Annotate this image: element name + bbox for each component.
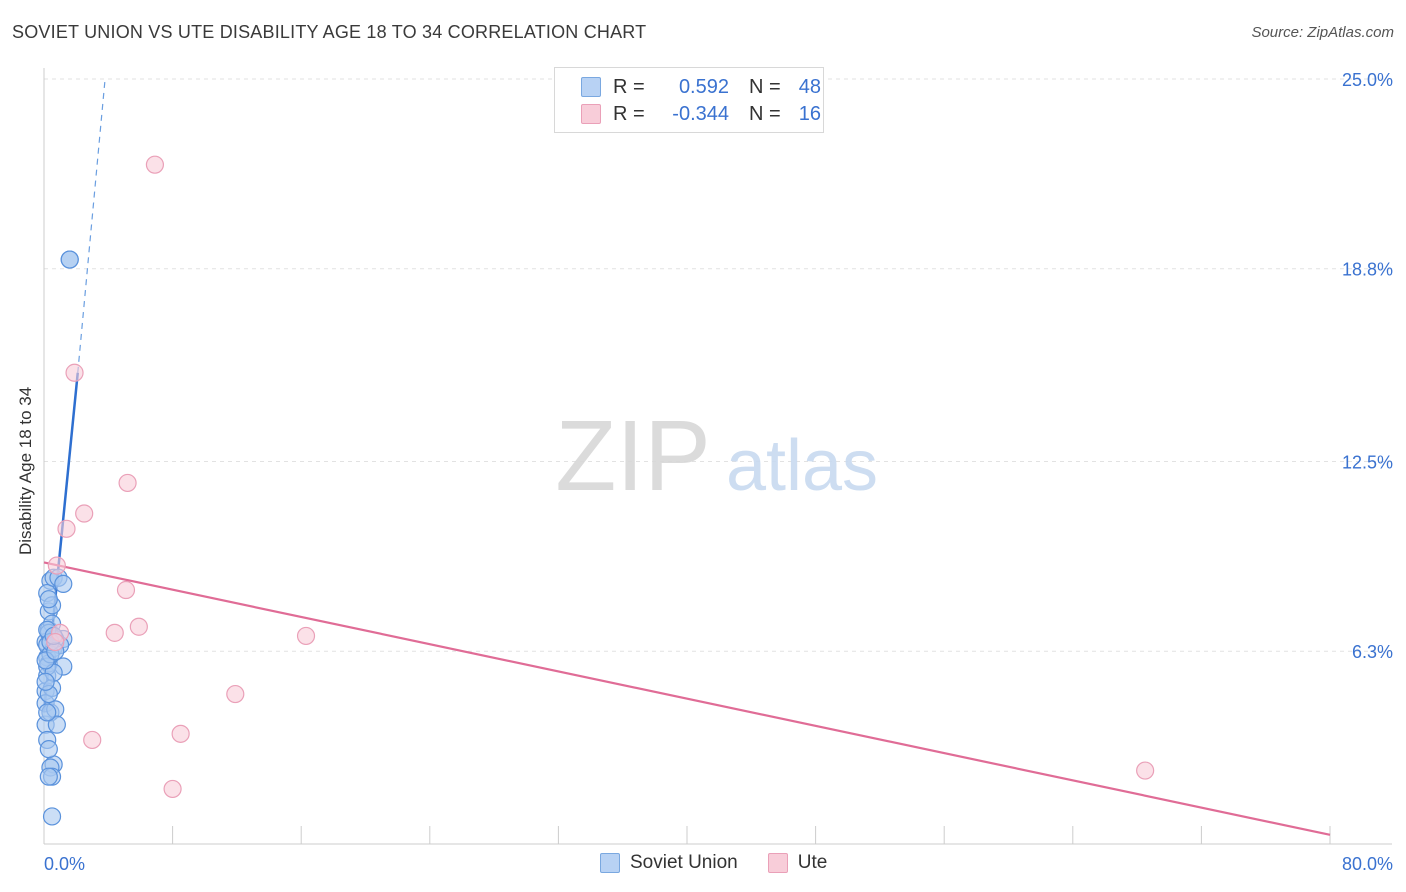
data-point-ute — [129, 617, 148, 636]
watermark-zip: ZIP — [555, 400, 711, 512]
legend-r-value: 0.592 — [678, 75, 729, 98]
data-point-soviet-union — [39, 590, 58, 609]
data-point-soviet-union — [38, 703, 57, 722]
legend-r-label: R = — [613, 75, 645, 98]
data-point-ute — [46, 632, 65, 652]
data-point-ute — [171, 724, 190, 743]
data-point-soviet-union — [54, 574, 73, 594]
correlation-legend: R = 0.592 N = 48 R = -0.344 N = 16 — [554, 67, 824, 133]
data-point-ute — [145, 155, 165, 174]
gridlines — [44, 78, 1392, 652]
series-legend: Soviet Union Ute — [600, 852, 857, 874]
legend-row-soviet-union: R = 0.592 N = 48 — [581, 74, 821, 100]
legend-swatch-blue — [581, 77, 601, 97]
data-point-ute — [116, 580, 136, 600]
legend-swatch-blue — [600, 853, 620, 873]
data-point-soviet-union — [47, 715, 66, 734]
legend-item-soviet-union: Soviet Union — [600, 852, 738, 874]
data-point-ute — [296, 626, 316, 646]
x-tick-label: 0.0% — [44, 854, 85, 874]
data-point-soviet-union — [39, 740, 58, 759]
data-point-ute — [47, 556, 66, 575]
legend-n-value: 48 — [798, 75, 821, 98]
y-tick-label: 18.8% — [1342, 260, 1393, 280]
source-label: Source: ZipAtlas.com — [1251, 24, 1394, 41]
data-point-soviet-union — [60, 250, 79, 269]
y-tick-label: 12.5% — [1342, 453, 1393, 473]
legend-n-value: 16 — [798, 102, 821, 125]
legend-r-label: R = — [613, 102, 645, 125]
data-point-soviet-union — [39, 767, 58, 786]
legend-r-value: -0.344 — [672, 102, 729, 125]
tick-labels: 6.3% 12.5% 18.8% 25.0% 0.0% 80.0% — [44, 70, 1393, 874]
data-points — [36, 155, 1155, 826]
data-point-ute — [163, 779, 182, 799]
legend-row-ute: R = -0.344 N = 16 — [581, 101, 821, 127]
data-point-ute — [1136, 761, 1155, 780]
data-point-ute — [118, 473, 137, 493]
data-point-ute — [65, 363, 84, 382]
data-point-ute — [83, 730, 102, 750]
chart-title: SOVIET UNION VS UTE DISABILITY AGE 18 TO… — [12, 22, 647, 42]
legend-swatch-pink — [767, 853, 788, 873]
legend-item-ute: Ute — [767, 852, 828, 874]
legend-swatch-pink — [581, 104, 601, 124]
data-point-ute — [105, 623, 124, 642]
data-point-soviet-union — [36, 672, 55, 691]
data-point-soviet-union — [42, 807, 62, 826]
legend-n-label: N = — [749, 102, 781, 125]
data-point-ute — [226, 684, 245, 704]
watermark-atlas: atlas — [726, 426, 878, 506]
legend-label: Soviet Union — [630, 852, 738, 873]
watermark: ZIP atlas — [555, 400, 878, 512]
y-tick-label: 6.3% — [1352, 642, 1393, 662]
data-point-ute — [75, 504, 94, 523]
trend-line-ute — [43, 561, 1331, 836]
legend-label: Ute — [797, 852, 828, 873]
legend-n-label: N = — [749, 75, 781, 98]
trend-line-soviet-union-extension — [77, 78, 106, 373]
data-point-ute — [57, 519, 76, 538]
axes — [43, 68, 1392, 845]
y-tick-label: 25.0% — [1342, 70, 1393, 90]
x-tick-label: 80.0% — [1342, 854, 1393, 874]
